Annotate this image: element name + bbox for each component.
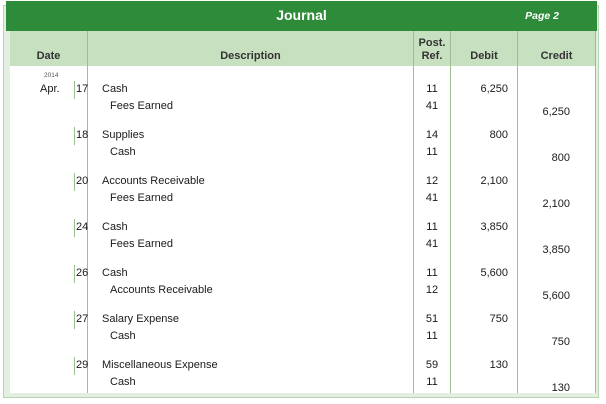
page-number: Page 2	[525, 10, 559, 22]
day-divider	[74, 173, 75, 191]
entry-description: Fees Earned	[110, 238, 173, 250]
entry-description: Supplies	[102, 129, 145, 141]
header-description: Description	[88, 31, 413, 66]
post-ref-column	[414, 66, 450, 393]
entry-credit: 800	[551, 152, 570, 164]
column-divider	[87, 31, 88, 393]
day-divider	[74, 127, 75, 145]
entry-debit: 2,100	[480, 175, 508, 187]
entry-post-ref: 41	[425, 192, 439, 204]
entry-day: 29	[76, 359, 89, 371]
debit-column	[451, 66, 517, 393]
entry-debit: 5,600	[480, 267, 508, 279]
entry-post-ref: 11	[426, 83, 438, 95]
entry-description: Accounts Receivable	[110, 284, 213, 296]
entry-description: Salary Expense	[102, 313, 180, 325]
entry-credit: 750	[551, 336, 570, 348]
entry-day: 26	[76, 267, 89, 279]
journal-title: Journal	[276, 7, 327, 23]
entry-description: Miscellaneous Expense	[102, 359, 218, 371]
entry-post-ref: 59	[425, 359, 439, 371]
column-divider	[450, 31, 451, 393]
header-date: Date	[10, 31, 87, 66]
entry-post-ref: 41	[425, 238, 439, 250]
column-divider	[595, 31, 596, 393]
entry-description: Fees Earned	[110, 192, 173, 204]
entry-description: Fees Earned	[110, 100, 173, 112]
description-column	[88, 66, 413, 393]
entry-day: 20	[76, 175, 89, 187]
journal-title-bar: Journal Page 2	[6, 1, 597, 31]
entry-debit: 130	[489, 359, 508, 371]
entry-description: Cash	[110, 146, 136, 158]
entry-credit: 3,850	[542, 244, 570, 256]
entry-description: Cash	[102, 83, 128, 95]
entry-post-ref: 11	[426, 330, 438, 342]
entry-credit: 5,600	[542, 290, 570, 302]
entry-post-ref: 11	[426, 221, 438, 233]
entry-day: 24	[76, 221, 89, 233]
entry-credit: 6,250	[542, 106, 570, 118]
entry-day: 18	[76, 129, 89, 141]
day-divider	[74, 265, 75, 283]
day-divider	[74, 81, 75, 99]
entry-debit: 750	[489, 313, 508, 325]
entry-description: Cash	[102, 267, 128, 279]
entry-day: 27	[76, 313, 89, 325]
entry-post-ref: 11	[426, 267, 438, 279]
entry-post-ref: 41	[425, 100, 439, 112]
entry-post-ref: 12	[425, 284, 439, 296]
entry-post-ref: 11	[426, 146, 438, 158]
year: 2014	[44, 72, 59, 79]
entry-credit: 130	[551, 382, 570, 394]
entry-post-ref: 12	[425, 175, 439, 187]
header-post-ref: Post. Ref.	[414, 31, 450, 66]
month: Apr.	[40, 83, 60, 95]
header-credit: Credit	[518, 31, 595, 66]
entry-debit: 3,850	[480, 221, 508, 233]
header-debit: Debit	[451, 31, 517, 66]
entry-description: Cash	[102, 221, 128, 233]
entry-description: Cash	[110, 376, 136, 388]
entry-credit: 2,100	[542, 198, 570, 210]
entry-post-ref: 51	[425, 313, 439, 325]
entry-description: Accounts Receivable	[102, 175, 205, 187]
entry-post-ref: 14	[425, 129, 439, 141]
entry-description: Cash	[110, 330, 136, 342]
credit-column	[518, 66, 595, 393]
day-divider	[74, 219, 75, 237]
day-divider	[74, 357, 75, 375]
entry-debit: 800	[489, 129, 508, 141]
entry-post-ref: 11	[426, 376, 438, 388]
day-divider	[74, 311, 75, 329]
column-divider	[413, 31, 414, 393]
entry-day: 17	[76, 83, 89, 95]
entry-debit: 6,250	[480, 83, 508, 95]
column-divider	[517, 31, 518, 393]
